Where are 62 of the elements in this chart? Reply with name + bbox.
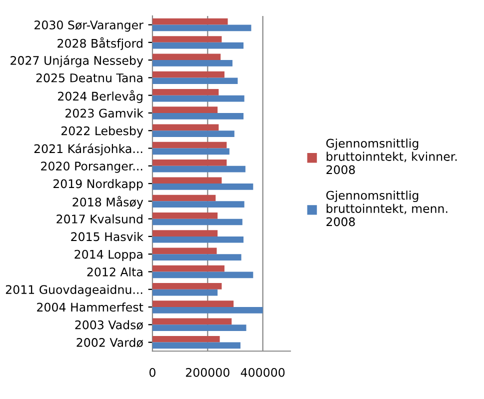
- bar: [152, 88, 219, 96]
- bar: [152, 342, 240, 349]
- legend-label: Gjennomsnittlig bruttoinntekt, menn. 2008: [326, 190, 448, 226]
- bar: [152, 289, 218, 296]
- y-tick-label: 2020 Porsanger...: [41, 162, 142, 173]
- bar: [152, 148, 230, 155]
- y-tick-label: 2023 Gamvik: [66, 108, 144, 118]
- y-tick-label: 2014 Loppa: [74, 250, 142, 262]
- bar: [152, 142, 227, 148]
- bar: [152, 336, 220, 342]
- bar: [152, 236, 244, 243]
- y-tick-label: 2002 Vardø: [76, 338, 144, 348]
- bar: [152, 212, 218, 219]
- bar: [152, 300, 234, 308]
- y-tick-label: 2011 Guovdageaidnu...: [6, 284, 142, 296]
- y-tick-label: 2017 Kvalsund: [56, 214, 142, 224]
- y-tick-label: 2024 Berlevåg: [58, 90, 142, 103]
- x-tick-label: 200000: [186, 368, 230, 377]
- bar: [152, 130, 234, 137]
- bar: [152, 265, 224, 272]
- y-tick-label: 2015 Hasvik: [71, 232, 144, 242]
- bar: [152, 60, 232, 66]
- bar: [152, 283, 222, 290]
- y-tick-label: 2027 Unjárga Nesseby: [10, 55, 144, 68]
- y-tick-label: 2025 Deatnu Tana: [36, 73, 142, 82]
- y-tick-label: 2030 Sør-Varanger: [34, 20, 144, 32]
- y-tick-label: 2021 Kárásjohka...: [34, 144, 142, 156]
- y-tick-label: 2028 Båtsfjord: [58, 37, 142, 50]
- bar: [152, 106, 218, 113]
- bar: [152, 36, 222, 42]
- bar: [152, 160, 227, 166]
- bar: [152, 124, 219, 131]
- bar: [152, 248, 217, 254]
- bar: [152, 324, 246, 332]
- bar: [152, 42, 244, 49]
- bar: [152, 24, 252, 32]
- bar: [152, 194, 216, 202]
- bar: [152, 307, 263, 314]
- bar: [152, 18, 228, 25]
- bar: [152, 254, 242, 260]
- legend-label: Gjennomsnittlig bruttoinntekt, kvinner. 2008: [326, 138, 457, 174]
- bar: [152, 112, 244, 120]
- y-tick-label: 2019 Nordkapp: [53, 179, 143, 190]
- bar: [152, 318, 232, 325]
- y-tick-label: 2003 Vadsø: [75, 320, 144, 330]
- bar: [152, 71, 224, 78]
- y-tick-label: 2004 Hammerfest: [37, 302, 144, 312]
- bar: [152, 95, 244, 102]
- bar: [152, 166, 246, 172]
- bar: [152, 272, 254, 278]
- bar: [152, 54, 221, 60]
- bar: [152, 230, 218, 236]
- bar: [152, 177, 222, 184]
- x-tick-label: 0: [149, 368, 156, 377]
- y-tick-label: 2022 Lebesby: [61, 126, 144, 138]
- x-tick-label: 400000: [240, 368, 285, 377]
- bar: [152, 218, 242, 226]
- bar: [152, 184, 254, 190]
- bar: [152, 78, 238, 84]
- y-tick-label: 2012 Alta: [87, 267, 142, 276]
- y-tick-label: 2018 Måsøy: [72, 196, 144, 209]
- bar: [152, 201, 244, 208]
